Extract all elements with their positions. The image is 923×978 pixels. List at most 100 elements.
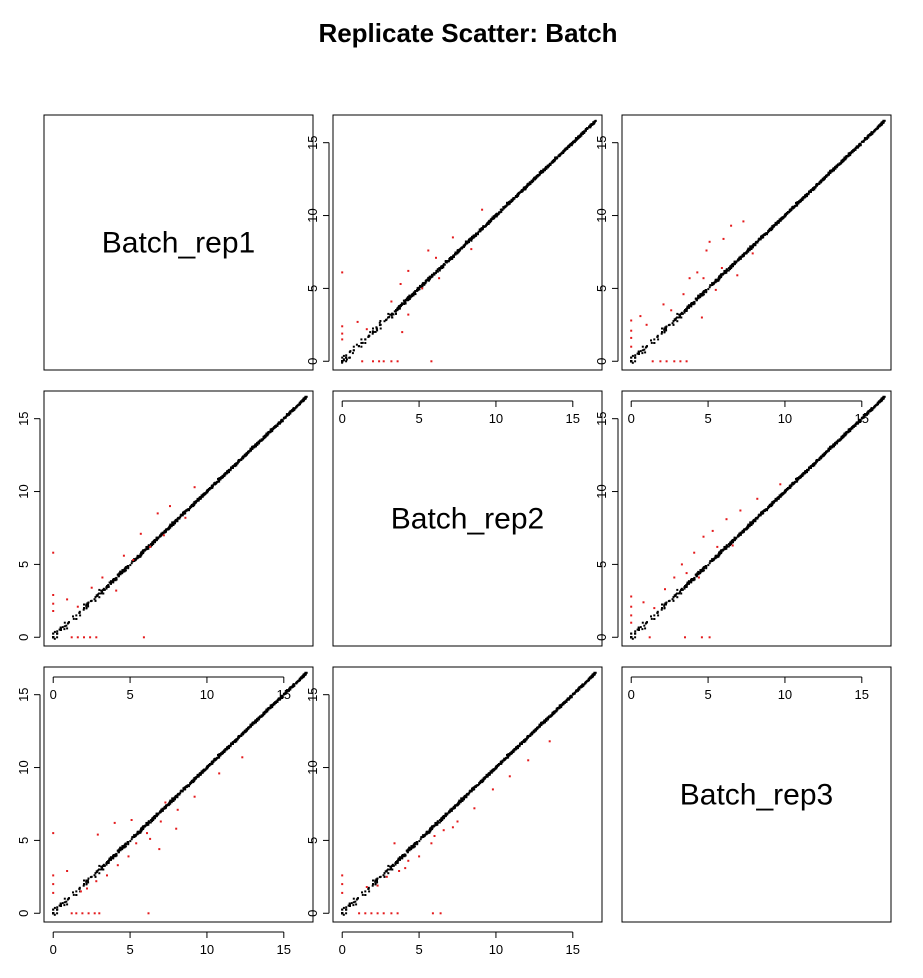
data-point bbox=[127, 567, 130, 570]
data-point bbox=[482, 225, 485, 228]
outlier-point bbox=[175, 827, 178, 830]
panel-frame bbox=[621, 390, 892, 647]
data-point bbox=[748, 525, 751, 528]
outlier-point bbox=[407, 269, 410, 272]
data-point bbox=[102, 592, 105, 595]
data-point bbox=[454, 253, 456, 255]
data-point bbox=[792, 482, 795, 485]
data-point bbox=[238, 459, 241, 461]
data-point bbox=[663, 604, 666, 607]
data-point bbox=[516, 193, 519, 196]
outlier-point bbox=[708, 240, 711, 243]
data-point bbox=[510, 198, 513, 201]
data-point bbox=[799, 474, 802, 477]
data-point bbox=[768, 503, 771, 506]
data-point bbox=[167, 803, 170, 806]
data-point bbox=[155, 813, 158, 816]
data-point bbox=[771, 502, 774, 505]
data-point bbox=[717, 277, 720, 280]
data-point bbox=[85, 879, 88, 882]
data-point bbox=[792, 206, 795, 209]
data-point bbox=[692, 579, 695, 582]
data-point bbox=[59, 905, 62, 907]
data-point bbox=[56, 632, 59, 635]
data-point bbox=[123, 567, 126, 570]
data-point bbox=[125, 843, 128, 846]
data-point bbox=[631, 637, 634, 640]
data-point bbox=[805, 193, 808, 196]
data-point bbox=[671, 598, 674, 601]
data-point bbox=[167, 528, 170, 531]
outlier-point bbox=[725, 518, 728, 521]
data-point bbox=[100, 589, 103, 592]
data-point bbox=[351, 352, 354, 355]
data-point bbox=[545, 165, 548, 168]
panel-r3-c2 bbox=[332, 666, 603, 923]
data-point bbox=[360, 338, 363, 341]
data-point bbox=[536, 175, 539, 178]
data-point bbox=[281, 696, 284, 699]
data-point bbox=[720, 273, 722, 276]
data-point bbox=[525, 185, 528, 188]
data-point bbox=[681, 312, 684, 315]
data-point bbox=[809, 189, 812, 192]
data-point bbox=[375, 878, 378, 881]
data-point bbox=[223, 749, 226, 752]
data-point bbox=[589, 125, 592, 128]
data-point bbox=[364, 342, 367, 344]
outlier-point bbox=[90, 586, 93, 589]
data-point bbox=[788, 484, 791, 487]
data-point bbox=[391, 868, 394, 871]
data-point bbox=[248, 726, 251, 729]
data-point bbox=[358, 345, 360, 348]
data-point bbox=[485, 223, 488, 226]
data-point bbox=[656, 611, 659, 614]
data-point bbox=[103, 864, 106, 867]
data-point bbox=[470, 790, 473, 792]
data-point bbox=[703, 291, 706, 294]
outlier-point bbox=[96, 833, 99, 836]
data-point bbox=[867, 136, 870, 139]
data-point bbox=[209, 763, 212, 766]
data-point bbox=[417, 287, 420, 290]
data-point bbox=[562, 149, 565, 152]
data-point bbox=[79, 614, 82, 617]
data-point bbox=[83, 879, 85, 882]
data-point bbox=[183, 788, 186, 791]
data-point bbox=[59, 903, 62, 906]
data-point bbox=[364, 894, 367, 896]
data-point bbox=[376, 881, 379, 884]
data-point bbox=[263, 435, 266, 437]
data-point bbox=[170, 799, 173, 802]
data-point bbox=[186, 508, 189, 511]
data-point bbox=[665, 601, 668, 604]
data-point bbox=[300, 400, 303, 403]
outlier-point bbox=[52, 610, 55, 612]
data-point bbox=[282, 416, 285, 419]
data-point bbox=[667, 324, 670, 327]
data-point bbox=[78, 611, 81, 614]
data-point bbox=[109, 856, 112, 859]
data-point bbox=[829, 169, 832, 172]
data-point bbox=[115, 852, 118, 855]
outlier-point bbox=[149, 545, 152, 548]
data-point bbox=[407, 848, 410, 851]
data-point bbox=[641, 621, 644, 624]
data-point bbox=[168, 526, 170, 529]
data-point bbox=[83, 603, 85, 606]
data-point bbox=[731, 263, 734, 265]
panel-frame bbox=[332, 390, 603, 647]
data-point bbox=[101, 866, 104, 869]
data-point bbox=[877, 125, 880, 128]
data-point bbox=[750, 521, 753, 524]
data-point bbox=[360, 345, 363, 348]
data-point bbox=[791, 206, 794, 209]
data-point bbox=[544, 169, 546, 172]
data-point bbox=[741, 531, 744, 534]
data-point bbox=[730, 265, 733, 268]
data-point bbox=[261, 714, 264, 717]
data-point bbox=[112, 857, 115, 860]
data-point bbox=[749, 245, 752, 248]
data-point bbox=[779, 219, 781, 222]
data-point bbox=[112, 855, 115, 858]
